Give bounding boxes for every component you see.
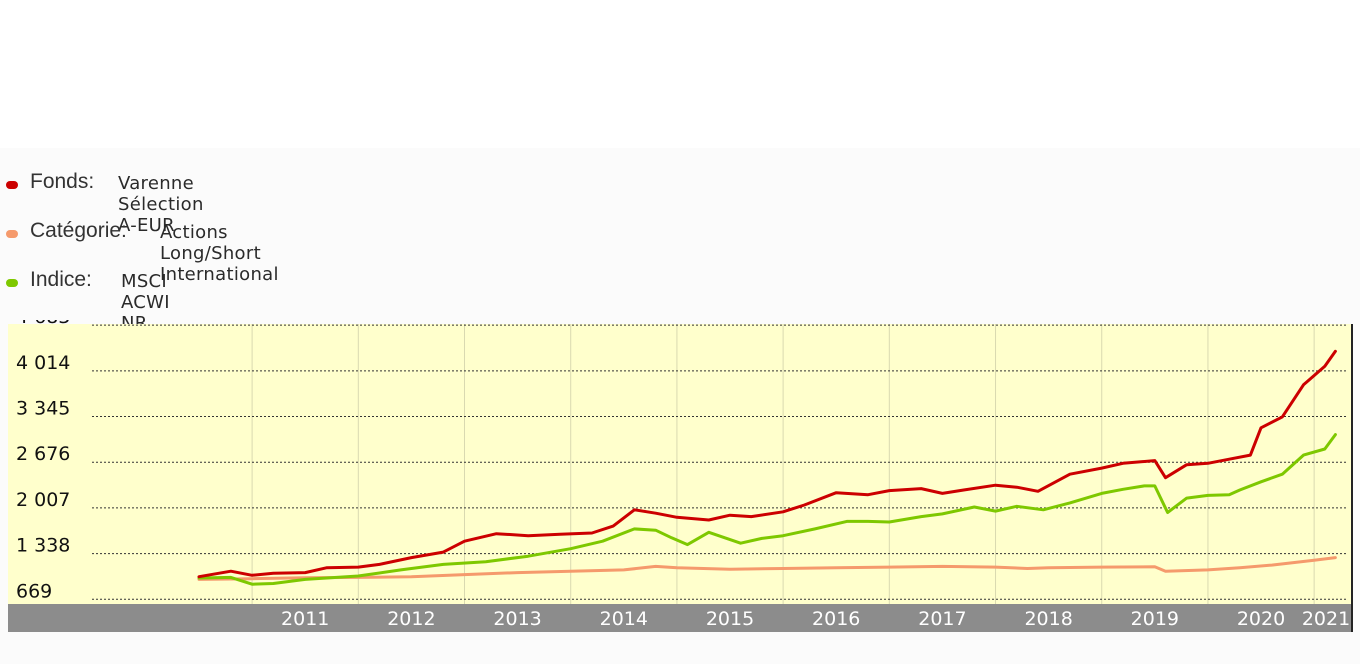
y-tick-label: 4 683 (16, 320, 70, 328)
legend-key: Indice: (30, 268, 92, 291)
legend-value: Actions Long/Short International (160, 222, 279, 285)
legend-key: Fonds: (30, 170, 95, 193)
y-tick-label: 669 (16, 580, 52, 602)
series-line (197, 349, 1337, 579)
x-axis-band (8, 604, 1352, 632)
legend-key: Catégorie: (30, 219, 127, 242)
y-tick-label: 4 014 (16, 352, 70, 374)
x-tick-label: 2014 (600, 608, 648, 630)
x-tick-label: 2021 (1302, 608, 1350, 630)
x-tick-label: 2018 (1024, 608, 1072, 630)
y-tick-label: 3 345 (16, 398, 70, 420)
x-tick-label: 2019 (1131, 608, 1179, 630)
x-tick-label: 2015 (706, 608, 754, 630)
legend-value: Varenne Sélection A-EUR (118, 173, 204, 236)
indice-dot-icon (6, 279, 18, 287)
fonds-dot-icon (6, 181, 18, 189)
x-tick-label: 2016 (812, 608, 860, 630)
plot-area (8, 324, 1352, 604)
x-tick-label: 2020 (1237, 608, 1285, 630)
x-tick-label: 2011 (281, 608, 329, 630)
y-tick-label: 2 007 (16, 489, 70, 511)
x-tick-label: 2017 (918, 608, 966, 630)
x-tick-label: 2012 (387, 608, 435, 630)
line-chart: 669 1 338 2 007 2 676 3 345 4 014 4 683 2011 201… (8, 320, 1353, 632)
series-line (197, 433, 1337, 586)
y-tick-label: 2 676 (16, 443, 70, 465)
categorie-dot-icon (6, 230, 18, 238)
x-tick-label: 2013 (493, 608, 541, 630)
y-tick-label: 1 338 (16, 535, 70, 557)
series-line (197, 556, 1337, 581)
